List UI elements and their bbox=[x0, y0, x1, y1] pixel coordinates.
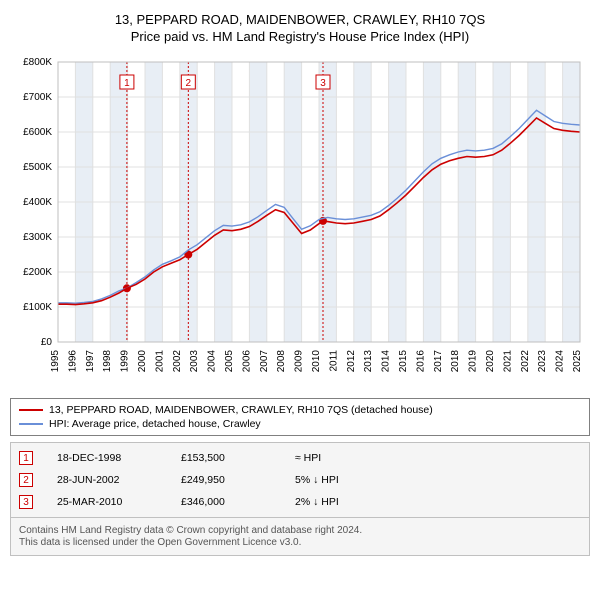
y-axis-label: £300K bbox=[23, 232, 52, 243]
x-axis-label: 2020 bbox=[485, 350, 496, 373]
table-date: 18-DEC-1998 bbox=[57, 452, 157, 464]
legend-swatch bbox=[19, 423, 43, 425]
x-axis-label: 2023 bbox=[537, 350, 548, 373]
legend-row: 13, PEPPARD ROAD, MAIDENBOWER, CRAWLEY, … bbox=[19, 403, 581, 417]
table-marker: 3 bbox=[19, 495, 33, 509]
x-axis-label: 1995 bbox=[50, 350, 61, 373]
x-axis-label: 2005 bbox=[224, 350, 235, 373]
x-axis-label: 2002 bbox=[172, 350, 183, 373]
table-date: 28-JUN-2002 bbox=[57, 474, 157, 486]
chart-title-address: 13, PEPPARD ROAD, MAIDENBOWER, CRAWLEY, … bbox=[10, 12, 590, 27]
x-axis-label: 2000 bbox=[137, 350, 148, 373]
table-delta: 2% ↓ HPI bbox=[295, 496, 395, 508]
table-date: 25-MAR-2010 bbox=[57, 496, 157, 508]
x-axis-label: 2024 bbox=[555, 350, 566, 373]
footer-copyright: Contains HM Land Registry data © Crown c… bbox=[19, 525, 581, 536]
x-axis-label: 2015 bbox=[398, 350, 409, 373]
x-axis-label: 2008 bbox=[276, 350, 287, 373]
y-axis-label: £800K bbox=[23, 57, 52, 68]
y-axis-label: £600K bbox=[23, 127, 52, 138]
x-axis-label: 2017 bbox=[433, 350, 444, 373]
chart-legend: 13, PEPPARD ROAD, MAIDENBOWER, CRAWLEY, … bbox=[10, 398, 590, 436]
x-axis-label: 1996 bbox=[67, 350, 78, 373]
legend-label: HPI: Average price, detached house, Craw… bbox=[49, 418, 261, 430]
y-axis-label: £0 bbox=[41, 337, 53, 348]
y-axis-label: £200K bbox=[23, 267, 52, 278]
table-delta: 5% ↓ HPI bbox=[295, 474, 395, 486]
table-row: 3 25-MAR-2010 £346,000 2% ↓ HPI bbox=[19, 491, 581, 513]
event-marker-number: 1 bbox=[124, 78, 130, 89]
x-axis-label: 2011 bbox=[328, 350, 339, 372]
table-row: 1 18-DEC-1998 £153,500 ≈ HPI bbox=[19, 447, 581, 469]
table-marker: 1 bbox=[19, 451, 33, 465]
y-axis-label: £500K bbox=[23, 162, 52, 173]
x-axis-label: 2010 bbox=[311, 350, 322, 373]
legend-row: HPI: Average price, detached house, Craw… bbox=[19, 417, 581, 431]
transactions-table: 1 18-DEC-1998 £153,500 ≈ HPI 2 28-JUN-2002 £24… bbox=[10, 442, 590, 518]
event-marker-number: 2 bbox=[186, 78, 192, 89]
table-delta: ≈ HPI bbox=[295, 452, 395, 464]
table-price: £153,500 bbox=[181, 452, 271, 464]
legend-swatch bbox=[19, 409, 43, 411]
table-price: £346,000 bbox=[181, 496, 271, 508]
table-price: £249,950 bbox=[181, 474, 271, 486]
y-axis-label: £400K bbox=[23, 197, 52, 208]
x-axis-label: 1998 bbox=[102, 350, 113, 373]
x-axis-label: 2013 bbox=[363, 350, 374, 373]
x-axis-label: 2012 bbox=[346, 350, 357, 373]
x-axis-label: 2009 bbox=[294, 350, 305, 373]
event-marker-number: 3 bbox=[320, 78, 326, 89]
chart-title-subtitle: Price paid vs. HM Land Registry's House … bbox=[10, 29, 590, 44]
x-axis-label: 2003 bbox=[189, 350, 200, 373]
y-axis-label: £100K bbox=[23, 302, 52, 313]
x-axis-label: 2007 bbox=[259, 350, 270, 373]
chart-footer: Contains HM Land Registry data © Crown c… bbox=[10, 518, 590, 556]
x-axis-label: 2016 bbox=[415, 350, 426, 373]
x-axis-label: 1999 bbox=[120, 350, 131, 373]
price-chart: £0 £100K £200K £300K £400K £500K £600K £700K £80… bbox=[10, 52, 590, 392]
x-axis-label: 2014 bbox=[381, 350, 392, 373]
x-axis-label: 2004 bbox=[207, 350, 218, 373]
chart-title-block: 13, PEPPARD ROAD, MAIDENBOWER, CRAWLEY, … bbox=[10, 12, 590, 44]
y-axis-label: £700K bbox=[23, 92, 52, 103]
x-axis-label: 2018 bbox=[450, 350, 461, 373]
x-axis-label: 2019 bbox=[468, 350, 479, 373]
chart-container: £0 £100K £200K £300K £400K £500K £600K £700K £80… bbox=[10, 52, 590, 392]
table-row: 2 28-JUN-2002 £249,950 5% ↓ HPI bbox=[19, 469, 581, 491]
footer-licence: This data is licensed under the Open Gov… bbox=[19, 537, 581, 548]
x-axis-label: 2006 bbox=[241, 350, 252, 373]
legend-label: 13, PEPPARD ROAD, MAIDENBOWER, CRAWLEY, … bbox=[49, 404, 433, 416]
table-marker: 2 bbox=[19, 473, 33, 487]
x-axis-label: 2021 bbox=[502, 350, 513, 373]
x-axis-label: 1997 bbox=[85, 350, 96, 373]
x-axis-label: 2025 bbox=[572, 350, 583, 373]
x-axis-label: 2001 bbox=[154, 350, 165, 373]
x-axis-label: 2022 bbox=[520, 350, 531, 373]
